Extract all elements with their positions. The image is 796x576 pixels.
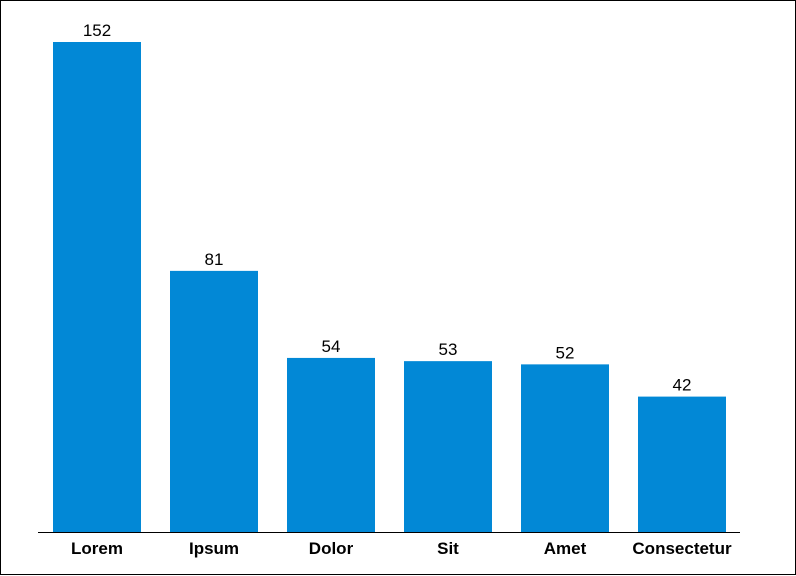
value-label-lorem: 152 xyxy=(83,21,111,40)
bar-sit xyxy=(404,361,492,532)
bar-lorem xyxy=(53,42,141,532)
value-label-dolor: 54 xyxy=(322,337,341,356)
category-label-dolor: Dolor xyxy=(309,539,354,558)
category-label-consectetur: Consectetur xyxy=(632,539,732,558)
bar-amet xyxy=(521,364,609,532)
category-label-amet: Amet xyxy=(544,539,587,558)
category-labels-group: Lorem Ipsum Dolor Sit Amet Consectetur xyxy=(71,539,732,558)
value-label-ipsum: 81 xyxy=(205,250,224,269)
value-label-consectetur: 42 xyxy=(673,376,692,395)
value-label-sit: 53 xyxy=(439,340,458,359)
bar-dolor xyxy=(287,357,375,532)
bar-consectetur xyxy=(638,396,726,532)
category-label-lorem: Lorem xyxy=(71,539,123,558)
value-labels-group: 152 81 54 53 52 42 xyxy=(83,21,692,395)
bar-ipsum xyxy=(170,270,258,532)
category-label-ipsum: Ipsum xyxy=(189,539,239,558)
category-label-sit: Sit xyxy=(437,539,459,558)
bars-group xyxy=(53,42,726,532)
value-label-amet: 52 xyxy=(556,343,575,362)
